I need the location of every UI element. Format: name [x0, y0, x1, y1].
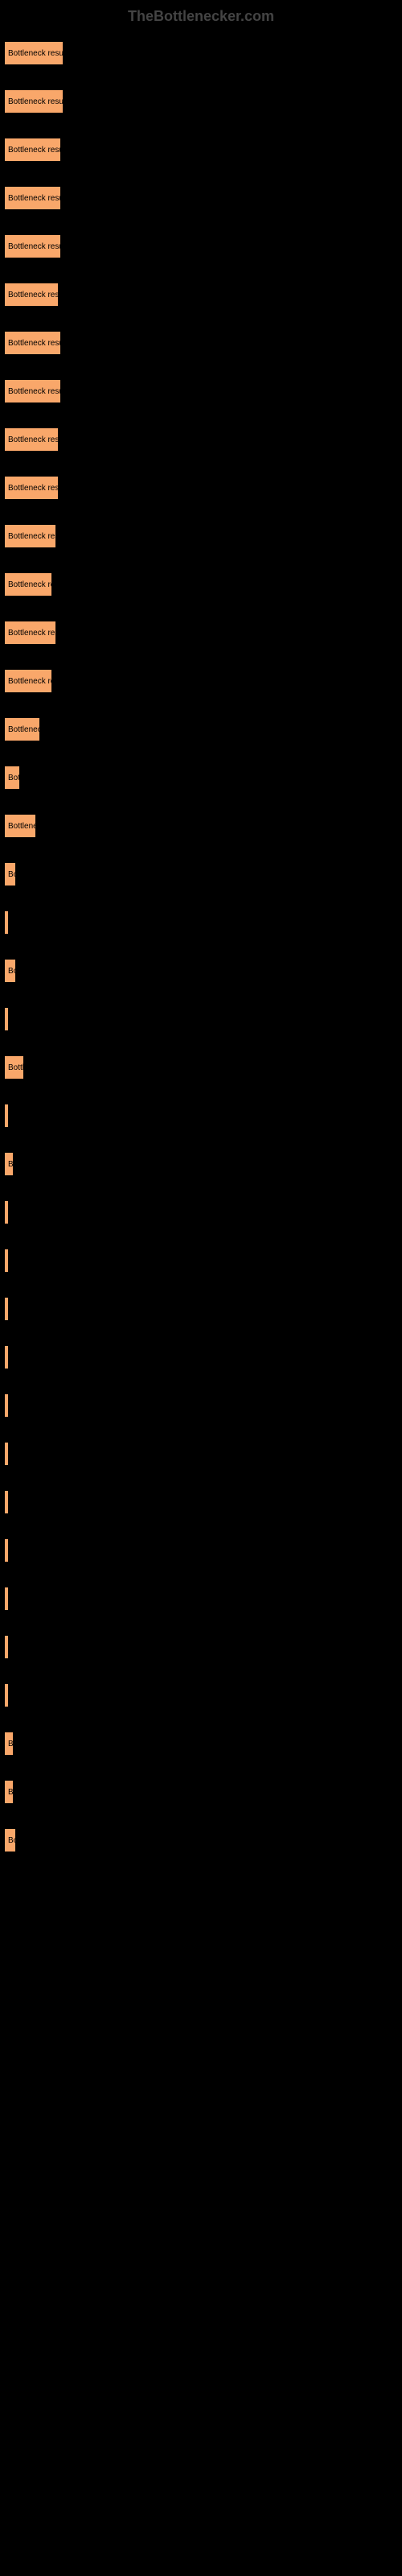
bar: Bottleneck result — [4, 41, 64, 65]
bar: Bottleneck re — [4, 572, 52, 597]
bar — [4, 1104, 9, 1128]
bar — [4, 1442, 9, 1466]
bar: Bottleneck resul — [4, 186, 61, 210]
bar-row: B — [4, 1732, 398, 1756]
bar-row: Bo — [4, 862, 398, 886]
bar-row — [4, 1490, 398, 1514]
bar-row: Bottleneck re — [4, 669, 398, 693]
bar — [4, 1635, 9, 1659]
bar-row: Bo — [4, 1828, 398, 1852]
bar-row — [4, 1200, 398, 1224]
bar: Bo — [4, 862, 16, 886]
bar: Bottleneck resul — [4, 331, 61, 355]
bar-row: Bottleneck resu — [4, 476, 398, 500]
bar-row — [4, 1104, 398, 1128]
bar — [4, 1007, 9, 1031]
bar: Bottlenec — [4, 717, 40, 741]
bar-row: Bottleneck res — [4, 524, 398, 548]
bar: Bottl — [4, 1055, 24, 1080]
bar — [4, 1249, 9, 1273]
bar-row — [4, 1393, 398, 1418]
bar — [4, 1200, 9, 1224]
bar-row — [4, 1635, 398, 1659]
bar-row: Bottl — [4, 1055, 398, 1080]
bar: Bottleneck res — [4, 621, 56, 645]
bar-row: Bottleneck resul — [4, 331, 398, 355]
bar-row — [4, 1442, 398, 1466]
bar-row: Bottlene — [4, 814, 398, 838]
bar-row — [4, 1007, 398, 1031]
bar-row — [4, 1683, 398, 1707]
bar: Bottleneck resu — [4, 427, 59, 452]
bar: Bot — [4, 766, 20, 790]
bar: Bottleneck resul — [4, 379, 61, 403]
bar-row: Bottleneck result — [4, 89, 398, 114]
bar — [4, 1683, 9, 1707]
bar: Bo — [4, 959, 16, 983]
bar — [4, 1345, 9, 1369]
bar: Bottleneck resu — [4, 476, 59, 500]
bar-row: Bottlenec — [4, 717, 398, 741]
bar-row: Bot — [4, 766, 398, 790]
bar: Bottleneck resu — [4, 283, 59, 307]
bar: Bottleneck resul — [4, 138, 61, 162]
bar-row: Bottleneck re — [4, 572, 398, 597]
bar: B — [4, 1152, 14, 1176]
bar: Bottleneck result — [4, 89, 64, 114]
bar-row — [4, 1297, 398, 1321]
bar — [4, 1538, 9, 1563]
bar-chart: Bottleneck result Bottleneck result Bottle… — [0, 41, 402, 1852]
bar: B — [4, 1780, 14, 1804]
bar-row — [4, 910, 398, 935]
bar — [4, 1490, 9, 1514]
bar — [4, 910, 9, 935]
bar-row — [4, 1587, 398, 1611]
bar-row: Bottleneck resu — [4, 283, 398, 307]
bar: Bottlene — [4, 814, 36, 838]
bar: Bo — [4, 1828, 16, 1852]
bar: Bottleneck res — [4, 524, 56, 548]
bar — [4, 1587, 9, 1611]
bar-row — [4, 1249, 398, 1273]
bar-row: Bottleneck resul — [4, 379, 398, 403]
bar-row: Bo — [4, 959, 398, 983]
bar-row: Bottleneck resul — [4, 234, 398, 258]
bar-row: Bottleneck resu — [4, 427, 398, 452]
bar — [4, 1393, 9, 1418]
bar-row: B — [4, 1152, 398, 1176]
watermark-text: TheBottlenecker.com — [0, 8, 402, 25]
bar-row: Bottleneck result — [4, 41, 398, 65]
bar — [4, 1297, 9, 1321]
bar: Bottleneck resul — [4, 234, 61, 258]
bar: Bottleneck re — [4, 669, 52, 693]
bar-row — [4, 1538, 398, 1563]
bar: B — [4, 1732, 14, 1756]
bar-row: B — [4, 1780, 398, 1804]
bar-row: Bottleneck resul — [4, 186, 398, 210]
bar-row — [4, 1345, 398, 1369]
bar-row: Bottleneck res — [4, 621, 398, 645]
bar-row: Bottleneck resul — [4, 138, 398, 162]
